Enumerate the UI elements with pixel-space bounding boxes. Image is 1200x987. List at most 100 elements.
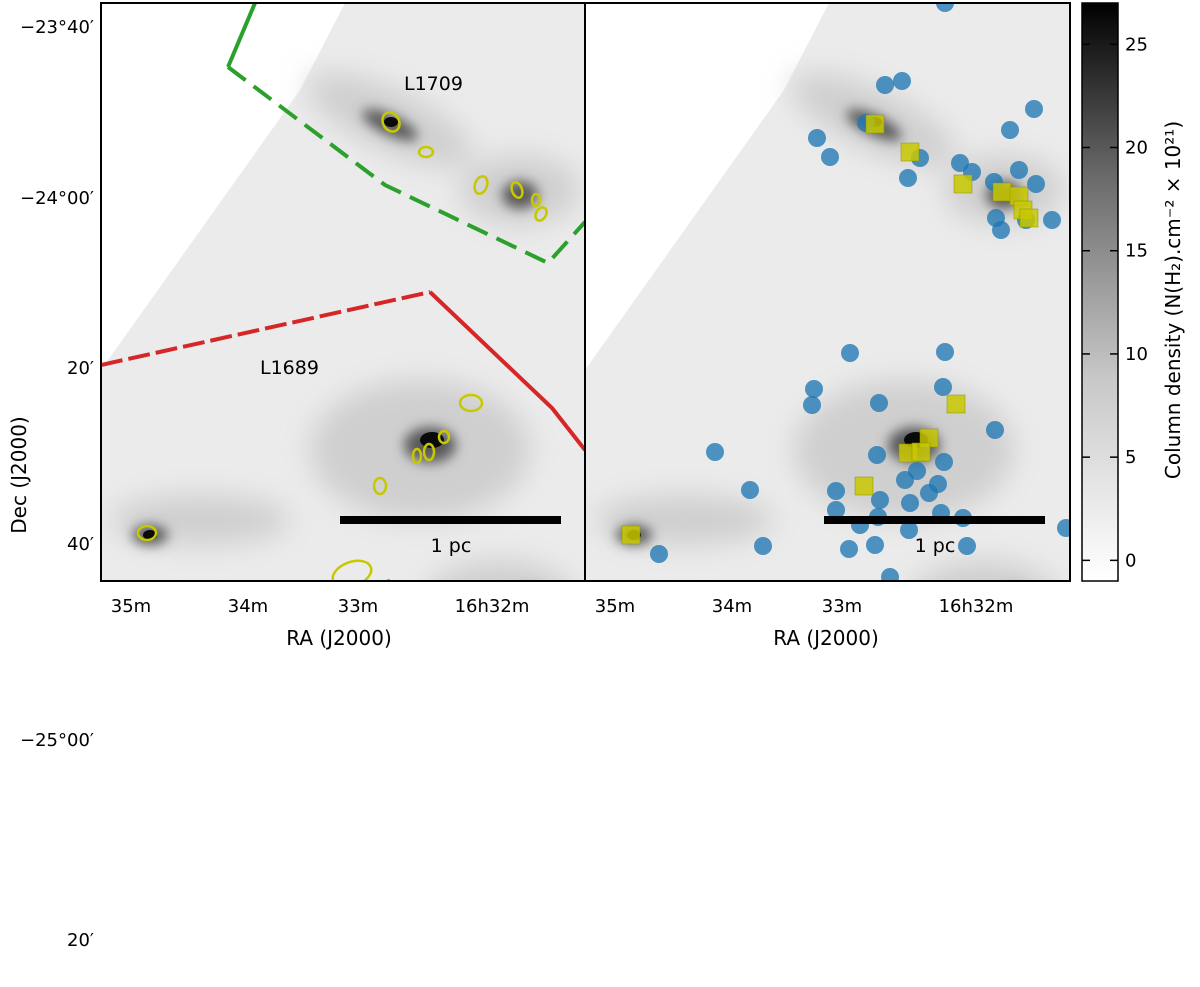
- blue-circle-70: [932, 702, 950, 720]
- blue-circle-2: [876, 76, 894, 94]
- blue-circle-17: [1043, 211, 1061, 229]
- l1689-boundary-dashed-top: [101, 290, 431, 367]
- right-panel: 1 pc: [584, 2, 1071, 879]
- blue-circle-50: [958, 537, 976, 555]
- colorbar-tick-label-0: 0: [1125, 550, 1136, 571]
- core-ellipse-28: [477, 730, 487, 746]
- yellow-square-8: [946, 394, 966, 414]
- yellow-square-11: [911, 442, 931, 462]
- blue-circle-65: [1021, 725, 1039, 743]
- core-ellipse-26: [491, 717, 503, 731]
- blue-circle-42: [929, 475, 947, 493]
- blue-circle-31: [935, 453, 953, 471]
- core-ellipse-21: [498, 684, 512, 696]
- left-x-tick-label-3: 33m: [338, 596, 378, 617]
- yellow-square-37: [934, 765, 952, 783]
- blue-circle-59: [962, 689, 980, 707]
- blue-circle-15: [1027, 175, 1045, 193]
- core-ellipse-32: [480, 741, 490, 755]
- yellow-square-35: [957, 728, 975, 746]
- blue-circle-83: [934, 861, 952, 879]
- blue-circle-57: [1009, 678, 1027, 696]
- left-x-tick-label-2: 34m: [228, 596, 268, 617]
- core-ellipses: [136, 111, 548, 755]
- y-tick-label-2: −24°00′: [20, 188, 94, 209]
- core-ellipse-29: [456, 702, 468, 720]
- blue-circle-58: [991, 673, 1009, 691]
- core-ellipse-12: [136, 524, 158, 542]
- blue-circle-45: [900, 521, 918, 539]
- right-scalebar: [824, 516, 1045, 524]
- core-ellipse-10: [411, 447, 423, 465]
- blue-circle-64: [981, 711, 999, 729]
- yellow-square-30: [965, 707, 983, 725]
- core-ellipse-8: [437, 429, 451, 445]
- blue-circle-71: [920, 727, 938, 745]
- y-tick-label-1: −23°40′: [20, 17, 94, 38]
- blue-circle-72: [931, 749, 949, 767]
- yellow-square-32: [985, 707, 1003, 725]
- colorbar-tick-label-4: 20: [1125, 138, 1148, 159]
- blue-circle-78: [893, 813, 911, 831]
- core-ellipse-5: [530, 192, 542, 208]
- blue-circle-82: [889, 831, 907, 849]
- blue-circle-76: [896, 796, 914, 814]
- yellow-square-7: [1019, 208, 1039, 228]
- core-ellipse-6: [534, 206, 548, 222]
- yellow-square-3: [953, 174, 973, 194]
- yellow-square-13: [621, 525, 641, 545]
- yellow-square-36: [935, 749, 953, 767]
- core-ellipse-4: [510, 181, 524, 199]
- core-ellipse-30: [456, 723, 468, 741]
- blue-circle-24: [803, 396, 821, 414]
- blue-circle-5: [808, 129, 826, 147]
- blue-circle-29: [741, 481, 759, 499]
- colorbar-label: Column density (N(H₂).cm⁻² × 10²¹): [1161, 121, 1185, 479]
- yellow-square-25: [969, 681, 987, 699]
- blue-circle-61: [943, 623, 961, 641]
- blue-circle-81: [936, 831, 954, 849]
- blue-circle-30: [827, 482, 845, 500]
- blue-circle-26: [870, 394, 888, 412]
- blue-circle-63: [933, 637, 951, 655]
- blue-circle-74: [941, 776, 959, 794]
- left-column-density-image: [101, 3, 585, 780]
- blue-circle-49: [1057, 519, 1070, 537]
- blue-circle-62: [926, 625, 944, 643]
- blue-circle-33: [896, 471, 914, 489]
- colorbar-tick-label-3: 15: [1125, 241, 1148, 262]
- blue-circle-20: [841, 344, 859, 362]
- right-x-tick-label-4: 16h32m: [939, 596, 1014, 617]
- core-ellipse-24: [488, 697, 500, 713]
- blue-circle-3: [893, 72, 911, 90]
- blue-circle-21: [936, 343, 954, 361]
- yellow-square-26: [983, 687, 1001, 705]
- blue-circle-73: [862, 703, 880, 721]
- yellow-square-2: [900, 142, 920, 162]
- colorbar-gradient: [1081, 2, 1119, 582]
- blue-circle-67: [1007, 739, 1025, 757]
- blue-circle-77: [879, 803, 897, 821]
- yellow-square-22: [1011, 628, 1029, 646]
- core-ellipse-9: [422, 442, 436, 462]
- blue-circle-40: [901, 494, 919, 512]
- colorbar-ticks: 0 5 10 15 20 25: [1082, 34, 1148, 571]
- right-x-tick-label-2: 34m: [712, 596, 752, 617]
- yellow-square-28: [941, 701, 959, 719]
- core-ellipse-27: [507, 702, 519, 714]
- blue-circle-66: [1047, 727, 1065, 745]
- right-x-tick-label-1: 35m: [595, 596, 635, 617]
- blue-circle-48: [650, 545, 668, 563]
- l1709-boundary-solid: [226, 3, 257, 68]
- blue-circle-1: [936, 3, 954, 12]
- right-panel-frame: [584, 2, 1071, 582]
- blue-circle-75: [909, 778, 927, 796]
- blue-circle-69: [917, 698, 935, 716]
- y-axis-label: Dec (J2000): [7, 416, 31, 533]
- blue-circle-10: [899, 169, 917, 187]
- left-scalebar-label: 1 pc: [431, 535, 472, 557]
- blue-circle-44: [881, 568, 899, 581]
- blue-circle-8: [821, 148, 839, 166]
- yellow-square-23: [947, 683, 965, 701]
